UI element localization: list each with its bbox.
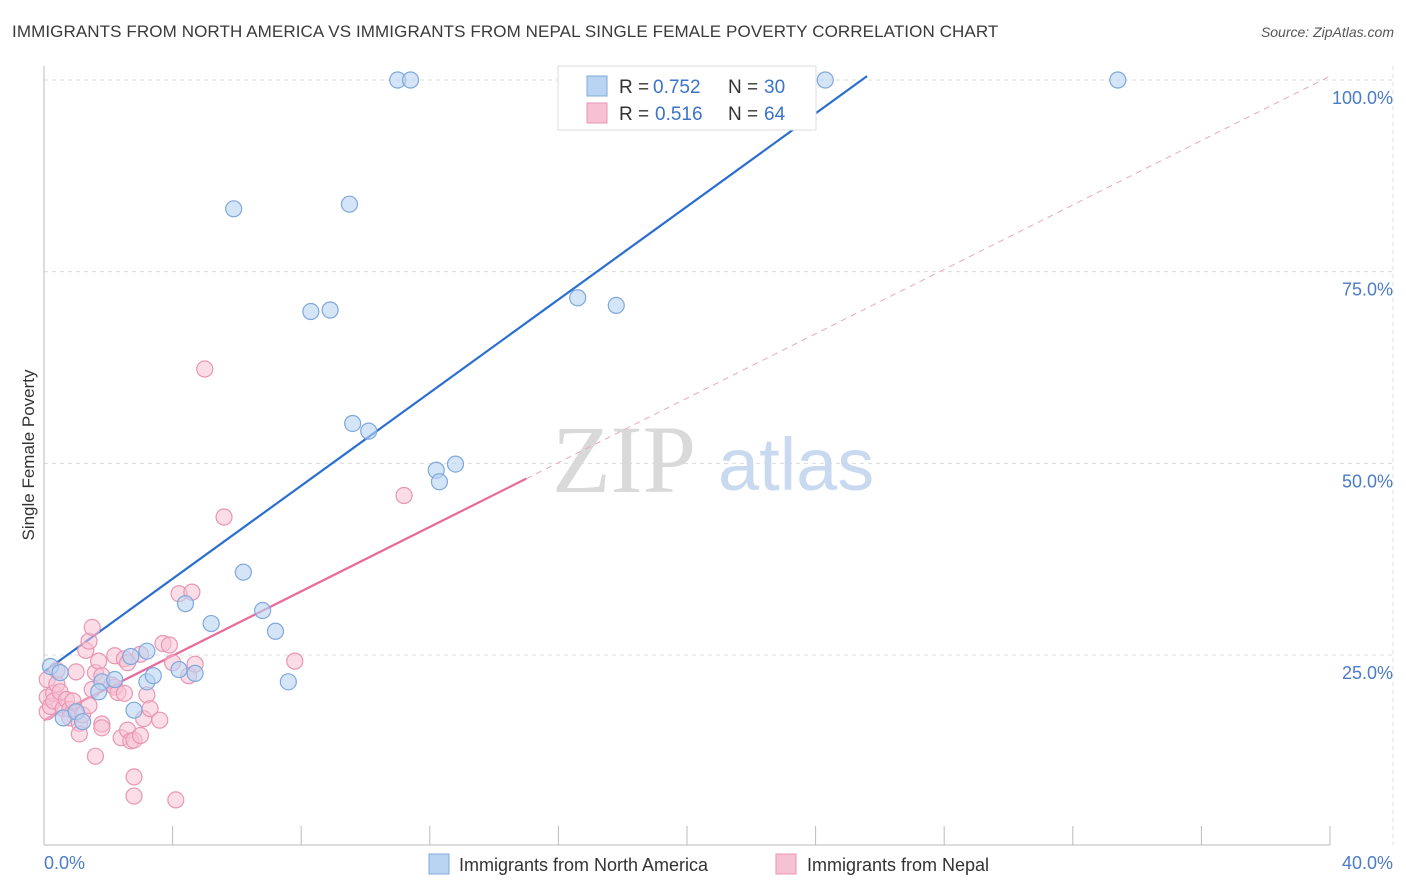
data-point-north-america — [225, 200, 243, 218]
data-point-nepal — [151, 711, 169, 729]
data-point-nepal — [160, 636, 178, 654]
correlation-legend: R = 0.752 N = 30 R = 0.516 N = 64 — [557, 65, 817, 131]
data-point-north-america — [176, 595, 195, 613]
source-credit: Source: ZipAtlas.com — [1260, 24, 1394, 40]
data-point-north-america — [266, 622, 285, 640]
y-tick-labels: 25.0% 50.0% 75.0% 100.0% — [1332, 88, 1393, 683]
data-point-nepal — [286, 652, 304, 670]
legend-swatch-pink — [586, 102, 608, 124]
data-point-nepal — [67, 663, 85, 681]
data-point-north-america — [125, 701, 143, 719]
legend-r-value-blue: 0.752 — [653, 77, 701, 98]
trend-line-nepal — [43, 477, 527, 722]
y-tick-label: 100.0% — [1332, 88, 1393, 108]
series-legend-label-nepal: Immigrants from Nepal — [807, 855, 989, 875]
data-point-north-america — [170, 660, 188, 679]
x-tick-labels: 0.0% 40.0% — [44, 853, 1393, 873]
data-point-nepal — [86, 747, 105, 765]
data-point-north-america — [234, 563, 252, 581]
data-point-nepal — [90, 652, 108, 670]
data-point-north-america — [302, 302, 320, 321]
data-point-north-america — [340, 195, 359, 213]
data-point-north-america — [186, 664, 204, 683]
series-legend-swatch-north-america — [428, 853, 450, 875]
data-point-nepal — [131, 726, 150, 745]
data-point-north-america — [1109, 71, 1127, 89]
data-point-north-america — [360, 422, 378, 440]
data-point-nepal — [215, 508, 233, 526]
data-point-nepal — [196, 360, 214, 378]
data-point-north-america — [446, 455, 465, 473]
legend-r-label-blue: R = — [619, 77, 649, 98]
data-point-nepal — [395, 486, 413, 505]
data-point-nepal — [83, 618, 101, 637]
data-point-north-america — [202, 614, 220, 633]
trend-line-north-america — [43, 75, 868, 673]
legend-n-value-pink: 64 — [764, 104, 786, 125]
y-tick-label: 25.0% — [1342, 663, 1393, 683]
y-tick-label: 50.0% — [1342, 471, 1393, 491]
data-point-north-america — [106, 670, 124, 689]
legend-r-value-pink: 0.516 — [655, 104, 703, 125]
trend-lines — [43, 75, 1331, 722]
chart-title: IMMIGRANTS FROM NORTH AMERICA VS IMMIGRA… — [12, 22, 999, 41]
data-point-north-america — [254, 601, 272, 620]
data-point-nepal — [93, 719, 111, 737]
data-point-north-america — [279, 673, 297, 691]
data-points — [38, 71, 1127, 809]
data-point-north-america — [321, 301, 339, 319]
data-point-north-america — [90, 683, 108, 701]
legend-n-label-blue: N = — [728, 77, 758, 98]
data-point-north-america — [344, 414, 362, 433]
data-point-north-america — [607, 296, 625, 314]
data-point-north-america — [816, 71, 834, 89]
y-axis-label: Single Female Poverty — [19, 369, 38, 541]
data-point-north-america — [138, 642, 156, 660]
legend-n-value-blue: 30 — [764, 77, 785, 98]
data-point-north-america — [51, 664, 69, 682]
data-point-north-america — [144, 667, 162, 685]
series-legend-swatch-nepal — [775, 853, 797, 875]
data-point-nepal — [125, 787, 143, 805]
data-point-north-america — [122, 647, 140, 666]
watermark: ZIP atlas — [552, 406, 874, 513]
x-tick-label: 40.0% — [1342, 853, 1393, 873]
watermark-zip: ZIP — [552, 406, 696, 513]
data-point-nepal — [167, 791, 185, 809]
data-point-north-america — [430, 473, 449, 491]
data-point-nepal — [125, 768, 143, 786]
trend-line-nepal-extension — [526, 75, 1331, 480]
data-point-north-america — [401, 71, 420, 89]
axes — [43, 66, 1331, 846]
watermark-atlas: atlas — [718, 423, 874, 506]
y-tick-label: 75.0% — [1342, 280, 1393, 300]
legend-swatch-blue — [586, 75, 608, 97]
series-legend-label-north-america: Immigrants from North America — [459, 855, 709, 875]
x-tick-label: 0.0% — [44, 853, 85, 873]
legend-n-label-pink: N = — [728, 104, 758, 125]
legend-r-label-pink: R = — [619, 104, 649, 125]
data-point-nepal — [115, 684, 133, 702]
series-legend: Immigrants from North America Immigrants… — [428, 853, 989, 875]
data-point-north-america — [569, 289, 587, 307]
data-point-north-america — [73, 713, 92, 731]
